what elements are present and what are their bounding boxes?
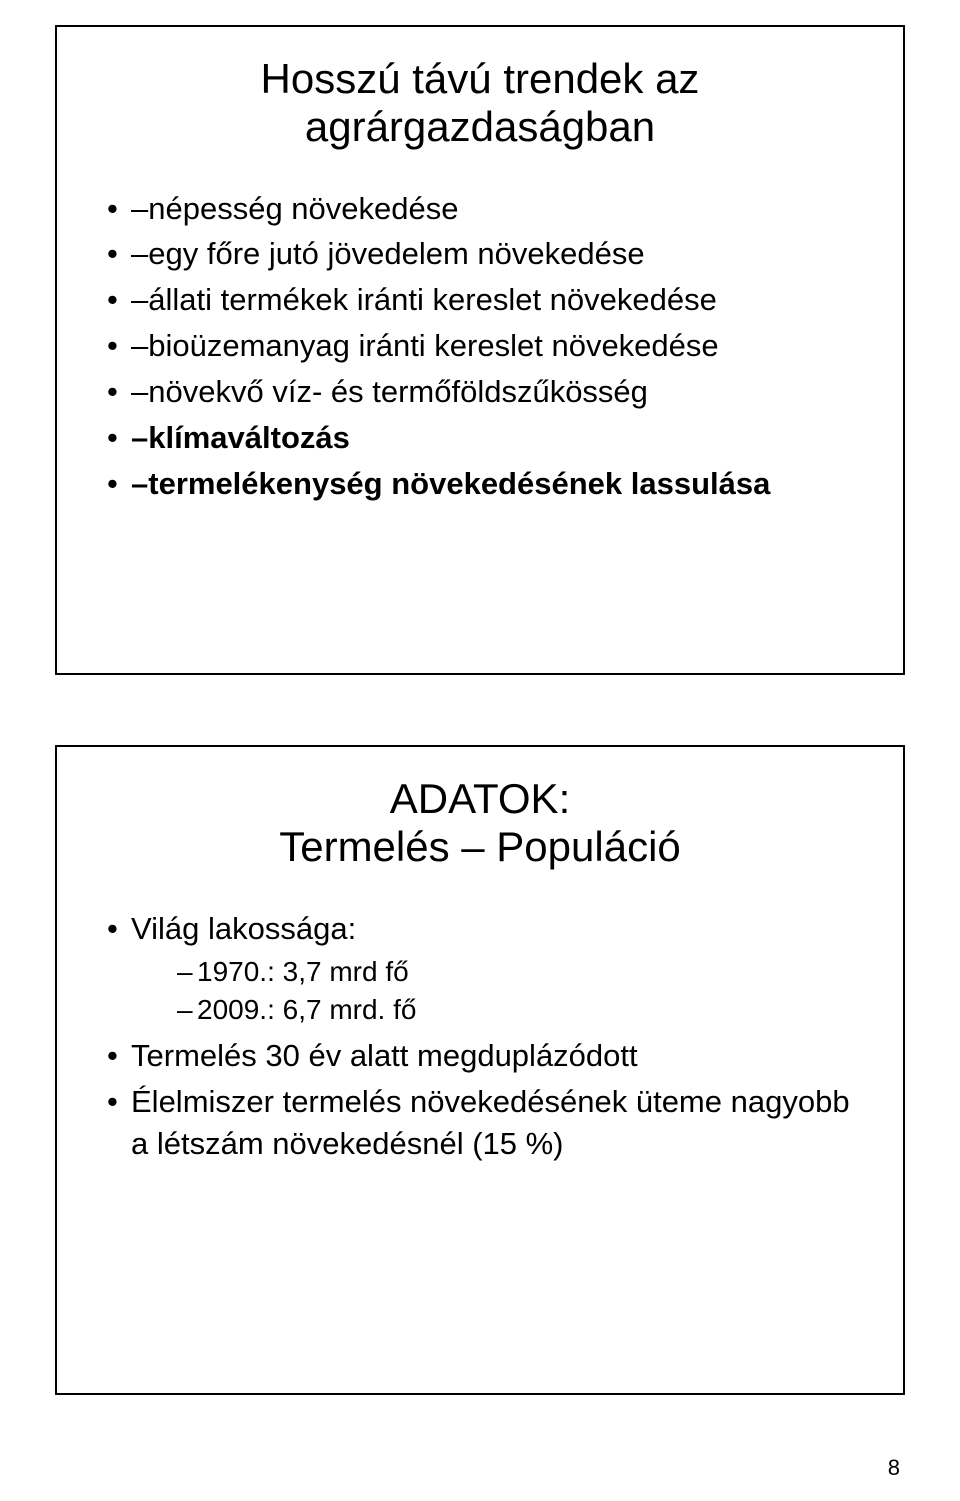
page: Hosszú távú trendek az agrárgazdaságban … [0, 0, 960, 1501]
list-item: • –növekvő víz- és termőföldszűkösség [107, 371, 863, 413]
bullet-text: –klímaváltozás [131, 417, 863, 459]
bullet-text: –bioüzemanyag iránti kereslet növekedése [131, 325, 863, 367]
sub-bullet-text: 1970.: 3,7 mrd fő [197, 956, 409, 987]
bullet-text: Termelés 30 év alatt megduplázódott [131, 1035, 863, 1077]
sub-list-item: –2009.: 6,7 mrd. fő [177, 991, 863, 1029]
bullet-dot-icon: • [107, 371, 131, 413]
list-item: • –bioüzemanyag iránti kereslet növekedé… [107, 325, 863, 367]
list-item: • –termelékenység növekedésének lassulás… [107, 463, 863, 505]
sub-list-item: –1970.: 3,7 mrd fő [177, 953, 863, 991]
bullet-dot-icon: • [107, 1081, 131, 1123]
list-item: • –népesség növekedése [107, 188, 863, 230]
slide-1-title: Hosszú távú trendek az agrárgazdaságban [97, 55, 863, 152]
bullet-text: –növekvő víz- és termőföldszűkösség [131, 371, 863, 413]
dash-icon: – [177, 953, 197, 991]
bullet-text: –termelékenység növekedésének lassulása [131, 463, 863, 505]
list-item: • –állati termékek iránti kereslet növek… [107, 279, 863, 321]
list-item: • Termelés 30 év alatt megduplázódott [107, 1035, 863, 1077]
list-item: • Világ lakossága: [107, 908, 863, 950]
slide-1: Hosszú távú trendek az agrárgazdaságban … [55, 25, 905, 675]
list-item: • –egy főre jutó jövedelem növekedése [107, 233, 863, 275]
bullet-dot-icon: • [107, 908, 131, 950]
bullet-text: –egy főre jutó jövedelem növekedése [131, 233, 863, 275]
bullet-text: –népesség növekedése [131, 188, 863, 230]
bullet-dot-icon: • [107, 417, 131, 459]
sub-list: –1970.: 3,7 mrd fő –2009.: 6,7 mrd. fő [107, 953, 863, 1029]
bullet-text: Világ lakossága: [131, 908, 863, 950]
bullet-dot-icon: • [107, 279, 131, 321]
bullet-text: Élelmiszer termelés növekedésének üteme … [131, 1081, 863, 1165]
bullet-dot-icon: • [107, 463, 131, 505]
list-item: • Élelmiszer termelés növekedésének ütem… [107, 1081, 863, 1165]
bullet-text: –állati termékek iránti kereslet növeked… [131, 279, 863, 321]
bullet-dot-icon: • [107, 1035, 131, 1077]
bullet-dot-icon: • [107, 233, 131, 275]
slide-2-bullets: • Világ lakossága: –1970.: 3,7 mrd fő –2… [97, 908, 863, 1165]
bullet-dot-icon: • [107, 188, 131, 230]
list-item: • –klímaváltozás [107, 417, 863, 459]
page-number: 8 [888, 1455, 900, 1481]
slide-2-title-line-1: ADATOK: [97, 775, 863, 823]
slide-2-title: ADATOK: Termelés – Populáció [97, 775, 863, 872]
slide-1-title-line-2: agrárgazdaságban [97, 103, 863, 151]
slide-2-title-line-2: Termelés – Populáció [97, 823, 863, 871]
bullet-dot-icon: • [107, 325, 131, 367]
sub-bullet-text: 2009.: 6,7 mrd. fő [197, 994, 416, 1025]
slide-2: ADATOK: Termelés – Populáció • Világ lak… [55, 745, 905, 1395]
dash-icon: – [177, 991, 197, 1029]
slide-1-title-line-1: Hosszú távú trendek az [97, 55, 863, 103]
slide-1-bullets: • –népesség növekedése • –egy főre jutó … [97, 188, 863, 505]
